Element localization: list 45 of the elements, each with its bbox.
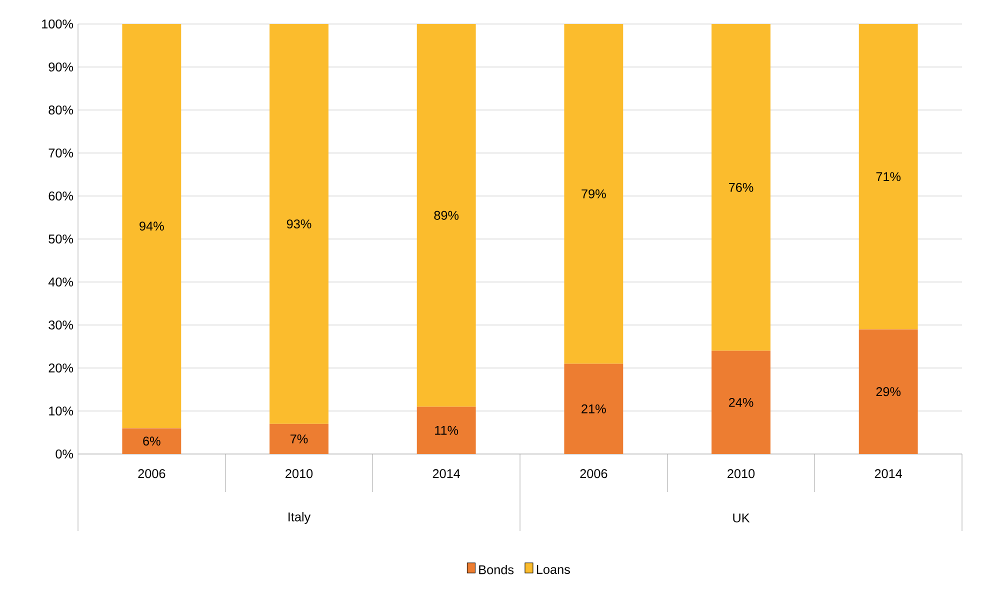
y-tick-label: 70% [48, 148, 74, 158]
data-label: 7% [290, 434, 308, 444]
legend-label: Loans [536, 565, 570, 574]
x-tick-label: 2014 [874, 469, 902, 478]
y-tick-label: 60% [48, 192, 74, 200]
bar [270, 24, 328, 424]
data-label: 29% [876, 387, 901, 396]
bar [122, 24, 182, 428]
bar [270, 424, 328, 454]
data-label: 76% [728, 182, 754, 192]
data-label: 89% [434, 210, 459, 220]
x-tick-label: 2006 [138, 469, 166, 478]
data-label: 93% [286, 219, 312, 228]
x-tick-label: 2010 [286, 469, 313, 478]
data-label: 11% [435, 426, 458, 435]
text: UK [733, 514, 750, 522]
bar [564, 24, 624, 364]
x-tick-label: 2010 [728, 469, 755, 478]
y-tick-label: 100% [42, 20, 74, 28]
y-tick-label: 10% [49, 406, 74, 416]
data-label: 71% [876, 172, 901, 182]
data-label: 24% [728, 398, 754, 407]
data-label: 6% [143, 436, 160, 446]
bar [858, 24, 918, 330]
y-tick-label: 50% [48, 234, 74, 244]
data-label: 21% [582, 404, 606, 414]
bar [858, 329, 918, 454]
bar [416, 406, 476, 454]
bar [564, 364, 624, 454]
bar [416, 24, 476, 407]
bar [712, 24, 770, 351]
legend-label: Bonds [479, 564, 514, 574]
y-tick-label: 0% [56, 450, 74, 458]
bar [712, 350, 770, 454]
y-tick-label: 80% [48, 106, 74, 114]
x-tick-label: 2014 [432, 469, 460, 478]
y-tick-label: 30% [48, 320, 74, 330]
data-label: 79% [582, 189, 606, 198]
y-tick-label: 90% [48, 62, 74, 72]
y-tick-label: 40% [48, 278, 74, 286]
x-tick-label: 2006 [580, 469, 608, 478]
bar [122, 428, 182, 454]
y-tick-label: 20% [48, 364, 74, 372]
data-label: 94% [140, 222, 164, 231]
text: Italy [288, 512, 311, 524]
